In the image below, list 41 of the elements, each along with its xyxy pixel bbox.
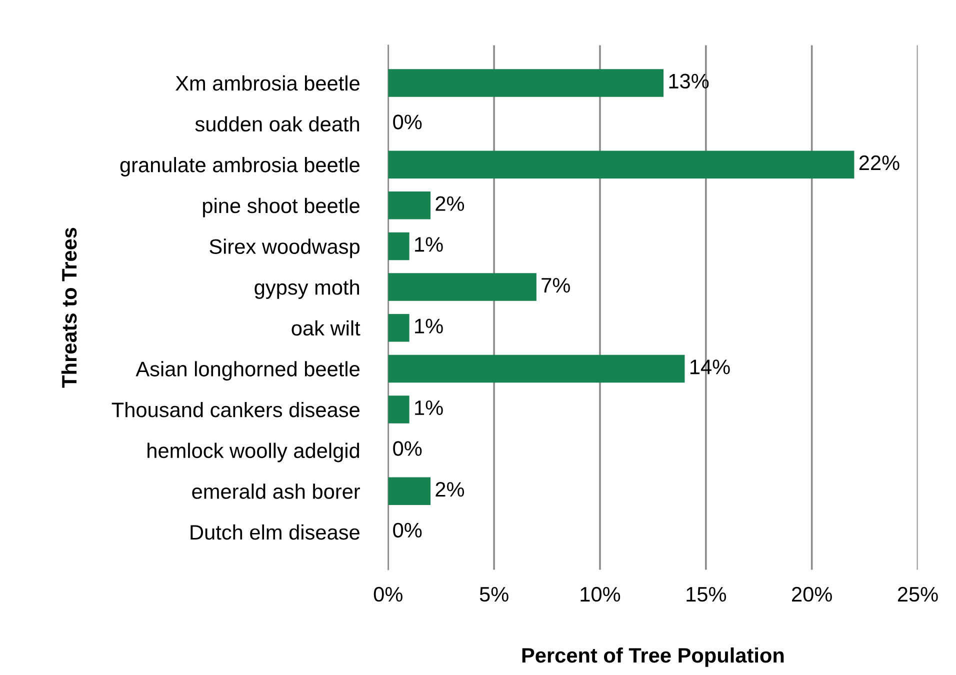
- bar: [388, 232, 410, 260]
- data-label: 2%: [436, 482, 464, 497]
- data-label: 1%: [415, 318, 443, 334]
- bar: [388, 192, 431, 220]
- data-label: 14%: [690, 360, 730, 374]
- data-label: 0%: [393, 441, 422, 456]
- data-label: 13%: [669, 74, 709, 89]
- bar: [388, 314, 410, 342]
- x-axis-title: Percent of Tree Population: [522, 647, 784, 667]
- y-tick-label: pine shoot beetle: [203, 198, 360, 218]
- y-tick-label: emerald ash borer: [192, 484, 360, 499]
- data-label: 0%: [393, 522, 422, 538]
- x-tick-label: 5%: [480, 587, 508, 602]
- data-label: 7%: [542, 278, 570, 293]
- y-axis-title: Threats to Trees: [61, 228, 77, 388]
- y-tick-label: sudden oak death: [195, 116, 360, 132]
- y-tick-label: gypsy moth: [254, 280, 360, 299]
- x-tick-label: 25%: [898, 586, 938, 602]
- bar: [388, 150, 854, 178]
- y-tick-label: Asian longhorned beetle: [136, 361, 360, 381]
- y-tick-label: Sirex woodwasp: [210, 238, 360, 258]
- data-label: 22%: [859, 155, 900, 170]
- x-tick-label: 15%: [686, 587, 726, 602]
- y-tick-label: Xm ambrosia beetle: [176, 75, 360, 91]
- y-tick-label: oak wilt: [292, 320, 360, 336]
- x-tick-label: 0%: [374, 586, 402, 602]
- x-tick-label: 10%: [580, 586, 620, 602]
- bar: [388, 477, 431, 506]
- data-label: 1%: [415, 237, 443, 252]
- data-label: 2%: [436, 196, 464, 211]
- bar: [388, 69, 664, 97]
- bar: [388, 354, 685, 383]
- bar: [388, 273, 536, 301]
- data-label: 1%: [415, 400, 443, 416]
- y-tick-label: hemlock woolly adelgid: [148, 442, 360, 462]
- y-tick-label: granulate ambrosia beetle: [120, 157, 360, 176]
- x-tick-label: 20%: [792, 586, 832, 602]
- y-tick-label: Dutch elm disease: [190, 524, 360, 540]
- y-tick-label: Thousand cankers disease: [112, 402, 360, 418]
- bar: [388, 396, 410, 424]
- data-label: 0%: [393, 114, 422, 130]
